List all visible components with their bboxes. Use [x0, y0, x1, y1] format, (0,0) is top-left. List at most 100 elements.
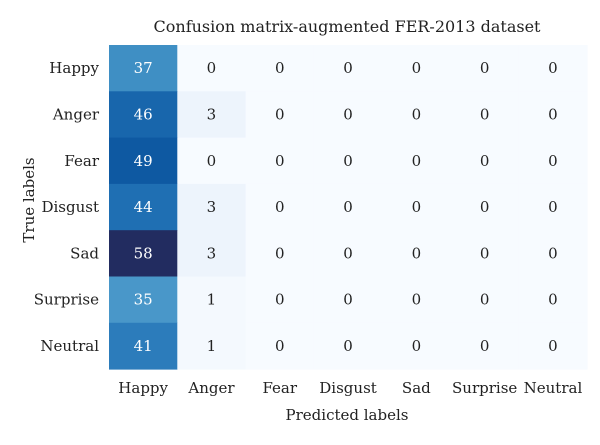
cell-value-label: 0 — [548, 244, 558, 262]
y-tick-label: Surprise — [34, 291, 99, 309]
cell-value-label: 0 — [275, 337, 285, 355]
cell-value-label: 58 — [134, 244, 153, 262]
heatmap-cell — [177, 183, 247, 231]
x-axis-label: Predicted labels — [286, 406, 409, 424]
heatmap-cell — [109, 137, 178, 185]
cell-value-label: 0 — [275, 59, 285, 77]
cell-value-label: 0 — [412, 152, 422, 170]
y-tick-label: Disgust — [41, 198, 99, 216]
heatmap-cell — [313, 45, 383, 92]
heatmap-cell — [245, 45, 315, 92]
y-tick-label: Anger — [52, 105, 100, 123]
heatmap-cell — [382, 91, 451, 139]
heatmap-cell — [382, 137, 451, 185]
heatmap-cell — [245, 91, 315, 139]
cell-value-label: 1 — [207, 291, 217, 309]
cell-value-label: 0 — [548, 198, 558, 216]
cell-value-label: 0 — [275, 152, 285, 170]
heatmap-cell — [382, 183, 451, 231]
cell-value-label: 46 — [134, 105, 153, 123]
cell-value-label: 3 — [207, 244, 217, 262]
cell-value-label: 0 — [548, 105, 558, 123]
cell-value-label: 3 — [207, 105, 217, 123]
heatmap-cell — [177, 45, 247, 92]
cell-value-label: 0 — [275, 105, 285, 123]
heatmap-cell — [450, 322, 520, 370]
heatmap-cell — [177, 91, 247, 139]
cell-value-label: 0 — [343, 291, 353, 309]
heatmap-cell — [313, 276, 383, 324]
heatmap-cell — [518, 322, 588, 370]
heatmap-cell — [245, 230, 315, 277]
cell-value-label: 44 — [134, 198, 153, 216]
cell-value-label: 0 — [480, 152, 490, 170]
cell-value-label: 0 — [480, 291, 490, 309]
heatmap-cell — [109, 322, 178, 370]
cell-value-label: 0 — [343, 105, 353, 123]
x-tick-label: Anger — [187, 379, 235, 397]
heatmap-cell — [518, 137, 588, 185]
heatmap-cell — [313, 137, 383, 185]
cell-value-label: 35 — [134, 291, 153, 309]
cell-value-label: 0 — [480, 337, 490, 355]
heatmap-cell — [313, 322, 383, 370]
heatmap-cell — [450, 276, 520, 324]
heatmap-cell — [245, 276, 315, 324]
heatmap-cell — [450, 91, 520, 139]
x-tick-label: Happy — [118, 379, 168, 397]
heatmap-cell — [109, 230, 178, 277]
cell-value-label: 0 — [412, 337, 422, 355]
cell-value-label: 0 — [343, 244, 353, 262]
heatmap-cell — [109, 183, 178, 231]
cell-value-label: 0 — [207, 152, 217, 170]
heatmap-cell — [450, 230, 520, 277]
heatmap-cell — [109, 45, 178, 92]
cell-value-label: 0 — [275, 291, 285, 309]
y-tick-label: Fear — [64, 152, 99, 170]
cell-value-label: 0 — [275, 198, 285, 216]
cell-value-label: 0 — [275, 244, 285, 262]
heatmap-cell — [177, 276, 247, 324]
heatmap-cell — [313, 91, 383, 139]
heatmap-cell — [177, 322, 247, 370]
cell-value-label: 1 — [207, 337, 217, 355]
y-tick-label: Sad — [70, 244, 99, 262]
x-tick-label: Neutral — [524, 379, 583, 397]
cell-value-label: 41 — [134, 337, 153, 355]
cell-value-label: 37 — [134, 59, 153, 77]
heatmap-cell — [518, 91, 588, 139]
cell-value-label: 0 — [412, 59, 422, 77]
heatmap-cell — [245, 322, 315, 370]
cell-value-label: 0 — [343, 59, 353, 77]
heatmap-cell — [450, 45, 520, 92]
heatmap-cell — [518, 45, 588, 92]
x-tick-label: Sad — [402, 379, 431, 397]
cell-value-label: 0 — [548, 59, 558, 77]
y-tick-labels: Happy Anger Fear Disgust Sad Surprise Neutral — [34, 59, 100, 355]
heatmap-cell — [245, 137, 315, 185]
chart-title: Confusion matrix-augmented FER-2013 data… — [154, 17, 542, 36]
heatmap-cell — [382, 230, 451, 277]
heatmap-cell — [382, 276, 451, 324]
y-tick-label: Happy — [49, 59, 99, 77]
cell-value-label: 0 — [343, 152, 353, 170]
cell-value-label: 0 — [548, 337, 558, 355]
cell-value-label: 0 — [548, 291, 558, 309]
y-axis-label: True labels — [20, 157, 38, 242]
x-tick-label: Fear — [262, 379, 297, 397]
heatmap-cell — [382, 322, 451, 370]
y-tick-label: Neutral — [40, 337, 99, 355]
heatmap-cell — [245, 183, 315, 231]
heatmap-cell — [382, 45, 451, 92]
heatmap-cell — [177, 137, 247, 185]
x-tick-label: Disgust — [319, 379, 377, 397]
cell-value-label: 0 — [480, 198, 490, 216]
cell-value-label: 3 — [207, 198, 217, 216]
x-tick-labels: Happy Anger Fear Disgust Sad Surprise Neutral — [118, 379, 582, 397]
cell-value-label: 0 — [343, 337, 353, 355]
cell-value-label: 0 — [412, 291, 422, 309]
cell-value-label: 0 — [480, 105, 490, 123]
cell-value-label: 0 — [412, 198, 422, 216]
heatmap-cell — [450, 183, 520, 231]
heatmap-cell — [518, 276, 588, 324]
